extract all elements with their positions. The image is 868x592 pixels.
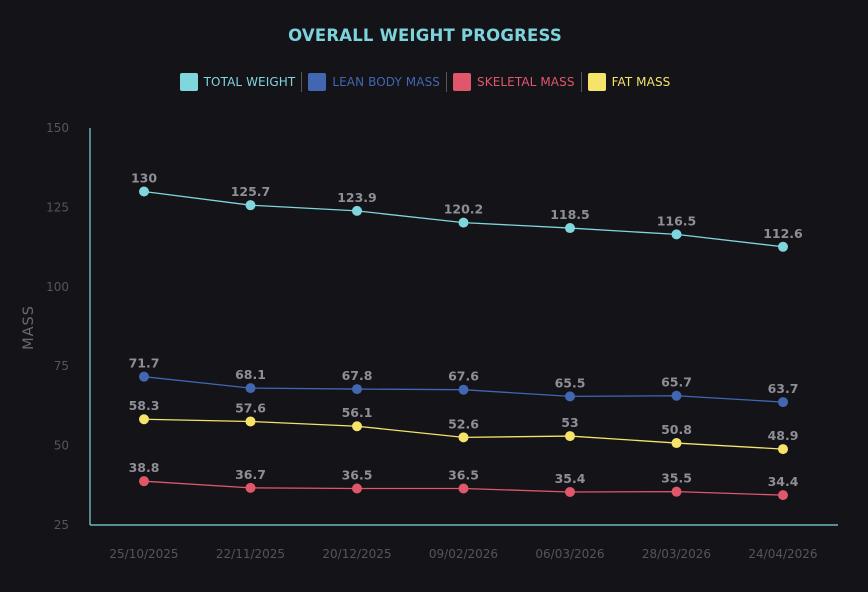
data-label: 120.2 [444,202,484,217]
data-label: 63.7 [768,381,799,396]
legend-label: SKELETAL MASS [477,75,575,89]
chart-title: OVERALL WEIGHT PROGRESS [288,26,562,45]
legend-swatch [308,73,327,91]
data-point [139,371,149,382]
data-point [565,391,575,402]
data-point [352,205,362,216]
data-point [778,397,788,408]
data-label: 35.5 [661,471,692,486]
data-label: 118.5 [550,207,590,222]
x-tick-label: 24/04/2026 [748,547,817,561]
y-tick-label: 75 [54,359,69,373]
data-label: 38.8 [129,460,160,475]
data-label: 36.5 [448,467,479,482]
data-point [352,483,362,494]
data-point [565,486,575,497]
data-label: 112.6 [763,226,803,241]
data-point [671,486,682,497]
legend-swatch [179,73,198,91]
data-point [671,229,682,240]
data-point [458,432,469,443]
x-tick-label: 06/03/2026 [535,547,604,561]
y-tick-label: 150 [46,121,69,135]
data-point [778,241,788,252]
data-point [565,223,575,234]
data-label: 67.6 [448,369,479,384]
data-point [352,421,362,432]
data-point [671,390,682,401]
data-point [245,416,256,427]
legend-item[interactable]: SKELETAL MASS [447,72,582,92]
data-label: 35.4 [555,471,586,486]
data-label: 36.7 [235,467,266,482]
y-axis-title: MASS [21,305,37,350]
legend-swatch [587,73,606,91]
data-label: 68.1 [235,367,266,382]
y-tick-label: 50 [54,439,69,453]
data-label: 125.7 [231,184,271,199]
x-tick-label: 22/11/2025 [216,547,285,561]
data-label: 53 [561,415,578,430]
data-label: 123.9 [337,190,377,205]
data-label: 65.7 [661,375,692,390]
data-label: 65.5 [555,375,586,390]
data-label: 130 [131,171,157,186]
data-label: 58.3 [129,398,160,413]
x-tick-label: 20/12/2025 [322,547,391,561]
data-point [458,384,469,395]
data-point [352,384,362,395]
data-point [778,490,788,501]
data-label: 67.8 [342,368,373,383]
data-label: 116.5 [657,213,697,228]
x-tick-label: 09/02/2026 [429,547,498,561]
y-tick-label: 125 [46,200,69,214]
chart-legend: TOTAL WEIGHT LEAN BODY MASS SKELETAL MASS F… [0,72,850,92]
legend-label: LEAN BODY MASS [332,75,441,89]
data-point [139,414,149,425]
data-point [139,186,149,197]
data-point [458,483,469,494]
y-tick-label: 25 [54,518,69,532]
x-tick-label: 28/03/2026 [642,547,711,561]
legend-item[interactable]: FAT MASS [582,72,677,92]
data-label: 34.4 [768,474,799,489]
data-label: 50.8 [661,422,692,437]
data-label: 36.5 [342,467,373,482]
legend-swatch [453,73,472,91]
data-label: 56.1 [342,405,373,420]
data-point [245,482,256,493]
data-point [671,438,682,449]
legend-label: FAT MASS [611,75,671,89]
data-point [778,444,788,455]
data-label: 57.6 [235,400,266,415]
data-label: 52.6 [448,416,479,431]
data-point [245,200,256,211]
y-tick-label: 100 [46,280,69,294]
data-point [139,476,149,487]
data-label: 71.7 [129,356,160,371]
data-point [458,217,469,228]
data-point [245,383,256,394]
data-label: 48.9 [768,428,799,443]
legend-item[interactable]: TOTAL WEIGHT [174,72,303,92]
legend-item[interactable]: LEAN BODY MASS [302,72,448,92]
legend-label: TOTAL WEIGHT [203,75,296,89]
x-tick-label: 25/10/2025 [109,547,178,561]
data-point [565,431,575,442]
